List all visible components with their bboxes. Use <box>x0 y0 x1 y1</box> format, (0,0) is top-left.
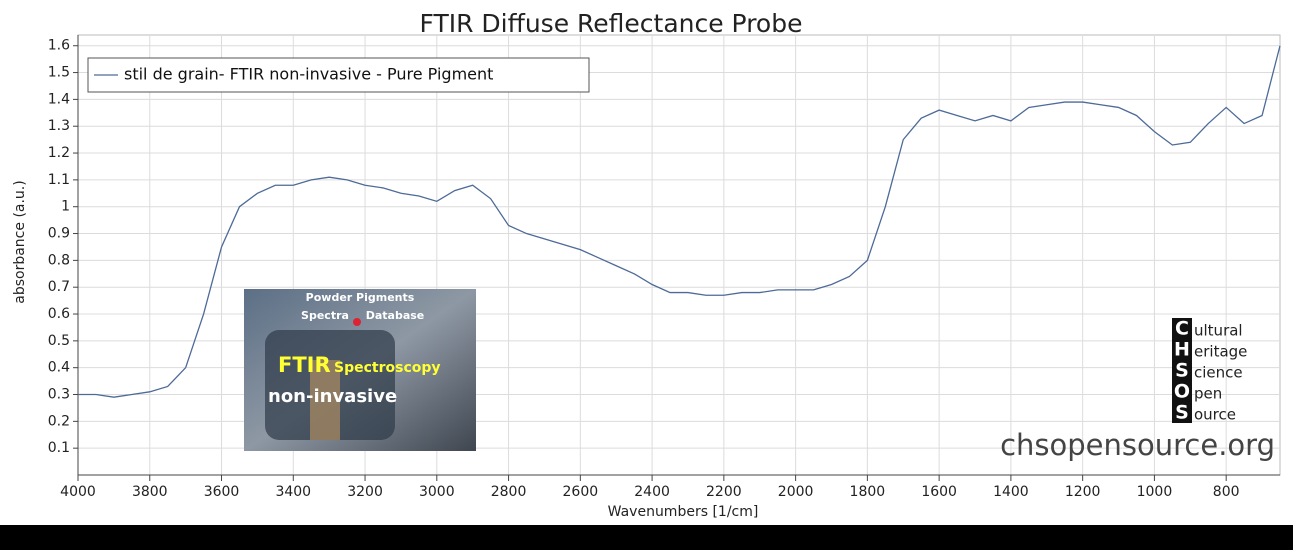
x-tick-label: 3800 <box>132 484 168 500</box>
legend-box <box>87 57 590 93</box>
x-tick-label: 1400 <box>993 484 1029 500</box>
y-tick-label: 0.3 <box>48 387 70 403</box>
logo-word: cience <box>1194 364 1243 382</box>
inset-photo: Powder Pigments Spectra Database FTIR Sp… <box>244 289 476 451</box>
logo-word: pen <box>1194 385 1222 403</box>
logo-box <box>1172 318 1192 339</box>
plot <box>78 45 1281 398</box>
y-tick-label: 0.2 <box>48 413 70 429</box>
y-tick-label: 0.4 <box>48 360 70 376</box>
y-tick-label: 1.5 <box>48 65 70 81</box>
logo-box <box>1172 339 1192 360</box>
y-tick-label: 1.6 <box>48 38 70 54</box>
y-tick-label: 0.1 <box>48 440 70 456</box>
y-tick-label: 0.6 <box>48 306 70 322</box>
watermark: chsopensource.org <box>1000 428 1275 462</box>
y-axis-label: absorbance (a.u.) <box>12 180 28 303</box>
legend-label: stil de grain- FTIR non-invasive - Pure … <box>124 65 493 84</box>
inset-text: Powder Pigments <box>306 291 415 304</box>
x-tick-label: 3600 <box>204 484 240 500</box>
x-tick-label: 3200 <box>347 484 383 500</box>
logo-box <box>1172 381 1192 402</box>
logo-box <box>1172 402 1192 423</box>
x-tick-label: 2600 <box>563 484 599 500</box>
x-tick-label: 4000 <box>60 484 96 500</box>
inset-text: Database <box>366 309 425 322</box>
y-tick-label: 1 <box>61 199 70 215</box>
probe-light <box>353 318 361 326</box>
logo-letter: S <box>1175 402 1189 424</box>
y-tick-label: 1.3 <box>48 118 70 134</box>
chart-title: FTIR Diffuse Reflectance Probe <box>420 9 803 38</box>
logo-letter: C <box>1175 318 1189 340</box>
logo-letter: S <box>1175 360 1189 382</box>
x-tick-label: 1800 <box>850 484 886 500</box>
y-tick-label: 0.7 <box>48 279 70 295</box>
inset-text: Spectra <box>301 309 349 322</box>
x-tick-label: 3000 <box>419 484 455 500</box>
data-line <box>78 45 1281 398</box>
x-tick-label: 2000 <box>778 484 814 500</box>
logo-letter: H <box>1174 339 1190 361</box>
y-tick-label: 0.8 <box>48 252 70 268</box>
x-axis-label: Wavenumbers [1/cm] <box>608 504 759 520</box>
inset-text: FTIR <box>278 353 331 377</box>
x-tick-label: 2200 <box>706 484 742 500</box>
y-tick-label: 1.2 <box>48 145 70 161</box>
x-tick-label: 2400 <box>634 484 670 500</box>
x-tick-label: 1600 <box>921 484 957 500</box>
legend: stil de grain- FTIR non-invasive - Pure … <box>87 57 590 93</box>
logo-word: ource <box>1194 406 1236 424</box>
x-tick-label: 1200 <box>1065 484 1101 500</box>
logo-word: eritage <box>1194 343 1247 361</box>
y-tick-label: 1.1 <box>48 172 70 188</box>
logo-word: ultural <box>1194 322 1243 340</box>
sample <box>310 360 340 440</box>
logo-letter: O <box>1174 381 1190 403</box>
x-tick-label: 800 <box>1213 484 1240 500</box>
inset-text: non-invasive <box>268 386 397 407</box>
y-tick-label: 1.4 <box>48 91 70 107</box>
y-tick-label: 0.9 <box>48 226 70 242</box>
logo-box <box>1172 360 1192 381</box>
y-tick-label: 0.5 <box>48 333 70 349</box>
inset-text: Spectroscopy <box>334 360 441 376</box>
x-tick-label: 1000 <box>1137 484 1173 500</box>
x-tick-label: 2800 <box>491 484 527 500</box>
x-tick-label: 3400 <box>275 484 311 500</box>
bottom-bar <box>0 525 1293 550</box>
